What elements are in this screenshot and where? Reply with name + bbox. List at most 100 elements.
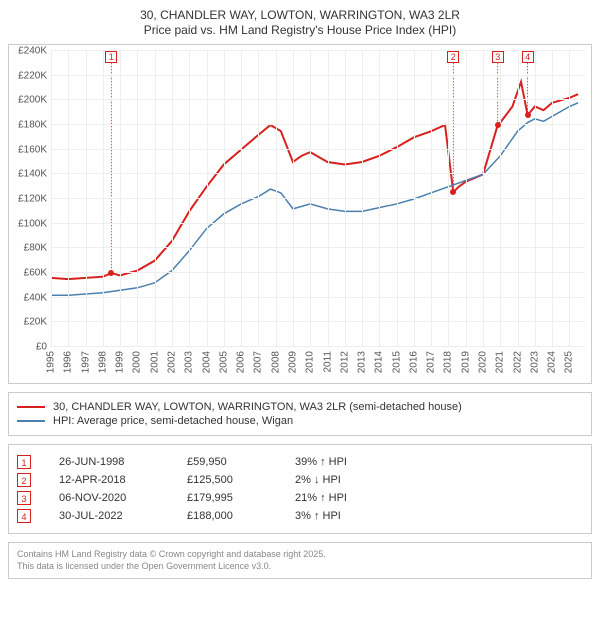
- chart-lines: [51, 51, 585, 347]
- x-axis-tick-label: 2000: [132, 351, 143, 373]
- y-axis-tick-label: £240K: [18, 46, 47, 57]
- title-subtitle: Price paid vs. HM Land Registry's House …: [8, 23, 592, 38]
- sale-delta: 21% ↑ HPI: [295, 492, 385, 504]
- x-axis-tick-label: 1995: [46, 351, 57, 373]
- gridline-vertical: [328, 51, 329, 347]
- footer-line-1: Contains HM Land Registry data © Crown c…: [17, 549, 583, 561]
- y-axis-tick-label: £160K: [18, 144, 47, 155]
- sale-row: 212-APR-2018£125,5002% ↓ HPI: [17, 473, 583, 487]
- y-axis-tick-label: £140K: [18, 169, 47, 180]
- series-line: [51, 103, 578, 295]
- gridline-horizontal: [51, 247, 585, 248]
- sale-marker-dot: [525, 112, 531, 118]
- sales-table: 126-JUN-1998£59,95039% ↑ HPI212-APR-2018…: [8, 444, 592, 534]
- sale-marker-dot: [108, 270, 114, 276]
- gridline-vertical: [569, 51, 570, 347]
- legend-swatch: [17, 420, 45, 422]
- legend: 30, CHANDLER WAY, LOWTON, WARRINGTON, WA…: [8, 392, 592, 436]
- sale-marker-dot: [495, 122, 501, 128]
- x-axis-tick-label: 1998: [97, 351, 108, 373]
- x-axis-tick-label: 2019: [460, 351, 471, 373]
- legend-label: 30, CHANDLER WAY, LOWTON, WARRINGTON, WA…: [53, 401, 462, 413]
- gridline-vertical: [51, 51, 52, 347]
- gridline-horizontal: [51, 223, 585, 224]
- y-axis-tick-label: £180K: [18, 120, 47, 131]
- gridline-horizontal: [51, 198, 585, 199]
- x-axis-tick-label: 1997: [80, 351, 91, 373]
- plot-region: £0£20K£40K£60K£80K£100K£120K£140K£160K£1…: [51, 51, 585, 347]
- x-axis-tick-label: 2002: [166, 351, 177, 373]
- sale-delta: 2% ↓ HPI: [295, 474, 385, 486]
- title-address: 30, CHANDLER WAY, LOWTON, WARRINGTON, WA…: [8, 8, 592, 23]
- x-axis-tick-label: 2016: [408, 351, 419, 373]
- sale-date: 06-NOV-2020: [59, 492, 159, 504]
- y-axis-tick-label: £120K: [18, 194, 47, 205]
- gridline-vertical: [258, 51, 259, 347]
- legend-swatch: [17, 406, 45, 408]
- gridline-vertical: [431, 51, 432, 347]
- gridline-horizontal: [51, 321, 585, 322]
- sale-delta: 3% ↑ HPI: [295, 510, 385, 522]
- gridline-horizontal: [51, 149, 585, 150]
- gridline-vertical: [86, 51, 87, 347]
- gridline-vertical: [448, 51, 449, 347]
- gridline-vertical: [518, 51, 519, 347]
- chart-area: £0£20K£40K£60K£80K£100K£120K£140K£160K£1…: [8, 44, 592, 384]
- sale-marker-label: 4: [522, 51, 534, 63]
- x-axis-tick-label: 2004: [201, 351, 212, 373]
- legend-label: HPI: Average price, semi-detached house,…: [53, 415, 293, 427]
- sale-index: 3: [17, 491, 31, 505]
- gridline-horizontal: [51, 50, 585, 51]
- x-axis-tick-label: 2011: [322, 351, 333, 373]
- gridline-horizontal: [51, 297, 585, 298]
- x-axis-tick-label: 2006: [236, 351, 247, 373]
- gridline-horizontal: [51, 272, 585, 273]
- y-axis-tick-label: £80K: [24, 243, 47, 254]
- sale-index: 2: [17, 473, 31, 487]
- sale-row: 126-JUN-1998£59,95039% ↑ HPI: [17, 455, 583, 469]
- x-axis-tick-label: 2015: [391, 351, 402, 373]
- sale-price: £125,500: [187, 474, 267, 486]
- sale-row: 430-JUL-2022£188,0003% ↑ HPI: [17, 509, 583, 523]
- gridline-horizontal: [51, 124, 585, 125]
- x-axis-tick-label: 2020: [478, 351, 489, 373]
- gridline-vertical: [397, 51, 398, 347]
- sale-price: £59,950: [187, 456, 267, 468]
- sale-marker-label: 3: [492, 51, 504, 63]
- gridline-vertical: [189, 51, 190, 347]
- x-axis-tick-label: 2010: [305, 351, 316, 373]
- x-axis-tick-label: 2001: [149, 351, 160, 373]
- gridline-horizontal: [51, 99, 585, 100]
- gridline-vertical: [552, 51, 553, 347]
- sale-date: 30-JUL-2022: [59, 510, 159, 522]
- gridline-vertical: [535, 51, 536, 347]
- footer-attribution: Contains HM Land Registry data © Crown c…: [8, 542, 592, 579]
- x-axis-tick-label: 2005: [218, 351, 229, 373]
- sale-price: £188,000: [187, 510, 267, 522]
- legend-item: 30, CHANDLER WAY, LOWTON, WARRINGTON, WA…: [17, 401, 583, 413]
- gridline-vertical: [466, 51, 467, 347]
- y-axis-tick-label: £20K: [24, 317, 47, 328]
- x-axis-tick-label: 2025: [564, 351, 575, 373]
- gridline-vertical: [293, 51, 294, 347]
- sale-marker-label: 1: [105, 51, 117, 63]
- y-axis-tick-label: £200K: [18, 95, 47, 106]
- gridline-horizontal: [51, 346, 585, 347]
- sale-marker-label: 2: [447, 51, 459, 63]
- sale-date: 26-JUN-1998: [59, 456, 159, 468]
- sale-row: 3 06-NOV-2020 £179,995 21% ↑ HPI: [17, 491, 583, 505]
- gridline-vertical: [155, 51, 156, 347]
- x-axis-tick-label: 1996: [63, 351, 74, 373]
- gridline-vertical: [224, 51, 225, 347]
- gridline-vertical: [68, 51, 69, 347]
- x-axis-tick-label: 2013: [357, 351, 368, 373]
- gridline-vertical: [120, 51, 121, 347]
- x-axis-tick-label: 2003: [184, 351, 195, 373]
- gridline-horizontal: [51, 173, 585, 174]
- x-axis-tick-label: 2023: [529, 351, 540, 373]
- sale-price: £179,995: [187, 492, 267, 504]
- gridline-vertical: [310, 51, 311, 347]
- gridline-vertical: [414, 51, 415, 347]
- x-axis-tick-label: 2007: [253, 351, 264, 373]
- gridline-vertical: [207, 51, 208, 347]
